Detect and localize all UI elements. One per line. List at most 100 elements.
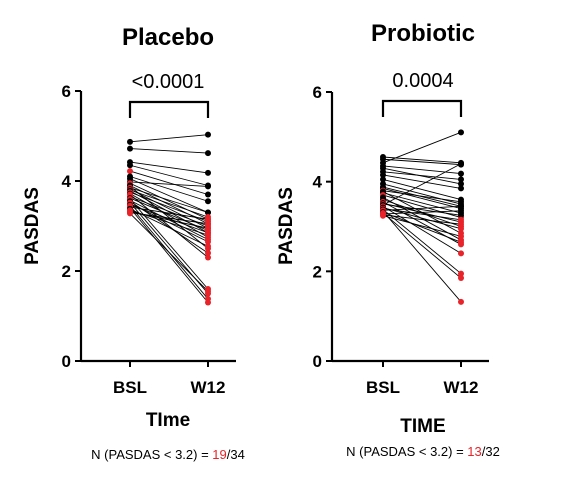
point-bsl [127,210,133,217]
subject-line [129,178,209,213]
subject-line [382,178,462,201]
count-prefix: N (PASDAS < 3.2) = [91,447,212,462]
point-bsl [127,145,133,152]
point-w12 [458,203,464,210]
subject-line [382,190,462,203]
point-w12 [458,225,464,232]
count-prefix: N (PASDAS < 3.2) = [346,444,467,459]
point-bsl [380,171,386,178]
subject-line [129,196,209,227]
point-w12 [205,150,211,157]
point-bsl [127,168,133,175]
subject-line [382,210,462,215]
point-w12 [205,225,211,232]
subject-line [382,209,462,274]
subject-line [382,208,462,221]
point-w12 [205,299,211,306]
subject-line [382,165,462,175]
point-w12 [458,170,464,177]
subject-line [129,187,209,213]
point-bsl [127,162,133,169]
chart-title: Placebo [122,24,214,51]
point-bsl [380,212,386,219]
point-w12 [458,250,464,257]
point-w12 [205,191,211,198]
point-w12 [458,176,464,183]
point-w12 [205,250,211,256]
subject-line [129,176,209,202]
subject-line [382,215,462,237]
subject-line [382,192,462,214]
subject-line [129,207,209,303]
y-tick-label: 4 [62,172,72,191]
point-w12 [458,180,464,187]
y-tick-label: 0 [62,352,71,371]
point-w12 [458,270,464,277]
subject-line [382,214,462,225]
subject-line [382,210,462,303]
chart-title: Probiotic [371,20,475,47]
y-tick-label: 6 [313,83,322,102]
subject-line [129,182,209,220]
subject-line [382,171,462,180]
count-total: /32 [482,444,500,459]
subject-line [129,164,209,186]
subject-line [382,207,462,230]
x-axis-label: TIme [146,410,190,431]
point-w12 [205,288,211,295]
subject-line [382,131,462,164]
p-value: 0.0004 [392,70,453,92]
subject-line [129,170,209,195]
subject-line [129,161,209,174]
point-w12 [458,216,464,223]
x-tick-label: W12 [444,378,479,397]
point-w12 [458,239,464,246]
subject-line [382,203,462,216]
point-w12 [458,298,464,305]
panel-placebo: Placebo <0.0001 PASDAS TIme N (PASDAS < … [22,24,245,462]
subject-line [129,181,209,187]
point-w12 [205,169,211,176]
subject-line [382,187,462,210]
point-w12 [205,254,211,261]
subject-line [129,193,209,238]
x-axis-label: TIME [400,416,445,437]
subject-line [382,174,462,189]
significance-bracket [381,99,463,117]
point-w12 [458,198,464,205]
point-w12 [458,129,464,136]
point-w12 [205,243,211,250]
subject-line [382,158,462,166]
point-bsl [380,176,386,183]
count-total: /34 [227,447,245,462]
point-w12 [205,220,211,227]
subject-line [129,194,209,258]
point-w12 [458,207,464,214]
subject-line [382,205,462,254]
subject-line [129,134,209,143]
count-annotation: N (PASDAS < 3.2) = 19/34 [91,447,245,462]
point-w12 [205,238,211,245]
subject-line [129,189,209,218]
subject-line [129,212,209,225]
subject-line [382,212,462,279]
subject-line [382,211,462,243]
panel-probiotic: Probiotic 0.0004 PASDAS TIME N (PASDAS <… [276,20,500,459]
subject-line [129,148,209,154]
subject-line [129,206,209,220]
significance-bracket [128,100,210,118]
subject-line [382,205,462,211]
subject-line [129,191,209,222]
point-w12 [458,233,464,240]
point-bsl [127,138,133,145]
y-tick-label: 2 [62,262,71,281]
y-axis-label: PASDAS [22,187,43,265]
count-highlight: 19 [212,447,226,462]
point-w12 [205,209,211,216]
point-w12 [205,232,211,238]
point-w12 [205,216,211,223]
point-w12 [458,185,464,192]
subject-line [382,163,462,206]
point-w12 [458,221,464,228]
